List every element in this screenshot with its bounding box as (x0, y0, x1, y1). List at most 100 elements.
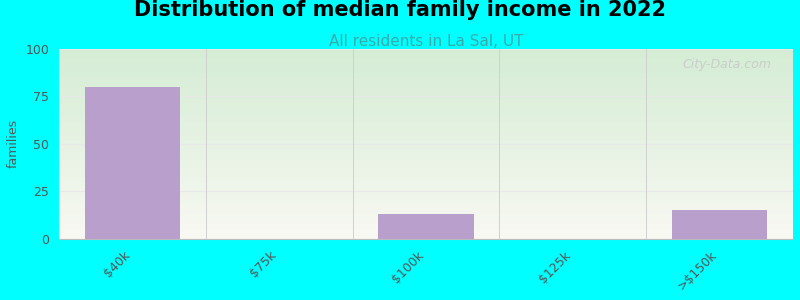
Bar (59, 227, 793, 228)
Bar (59, 200, 793, 201)
Bar (59, 180, 793, 181)
Title: All residents in La Sal, UT: All residents in La Sal, UT (329, 34, 523, 49)
Bar (59, 118, 793, 119)
Bar (59, 183, 793, 184)
Bar (59, 130, 793, 131)
Bar (59, 114, 793, 115)
Bar (59, 115, 793, 116)
Bar (59, 178, 793, 179)
Bar (59, 54, 793, 55)
Bar (59, 104, 793, 105)
Bar (59, 52, 793, 53)
Bar (59, 97, 793, 98)
Text: Distribution of median family income in 2022: Distribution of median family income in … (134, 0, 666, 20)
Bar (59, 202, 793, 203)
Bar (59, 70, 793, 71)
Y-axis label: families: families (7, 119, 20, 168)
Bar (59, 169, 793, 170)
Bar (59, 136, 793, 137)
Bar (59, 135, 793, 136)
Bar (59, 221, 793, 222)
Bar (59, 229, 793, 230)
Bar (59, 206, 793, 207)
Bar (59, 216, 793, 217)
Bar (59, 140, 793, 141)
Bar (59, 132, 793, 133)
Bar (59, 190, 793, 191)
Bar (59, 110, 793, 111)
Bar (59, 230, 793, 231)
Bar (59, 83, 793, 84)
Bar (59, 238, 793, 239)
Bar (59, 55, 793, 56)
Bar (59, 214, 793, 215)
Bar (59, 147, 793, 148)
Bar (59, 68, 793, 69)
Bar (59, 205, 793, 206)
Bar (59, 171, 793, 172)
Bar (59, 78, 793, 79)
Bar (59, 61, 793, 62)
Bar (59, 204, 793, 205)
Bar (59, 166, 793, 167)
Bar (59, 88, 793, 89)
Bar (59, 220, 793, 221)
Bar (59, 215, 793, 216)
Bar (59, 152, 793, 153)
Bar (59, 201, 793, 202)
Bar (59, 79, 793, 80)
Bar (59, 173, 793, 174)
Bar (59, 234, 793, 235)
Bar (59, 184, 793, 185)
Bar (59, 225, 793, 226)
Bar (59, 196, 793, 197)
Bar (59, 93, 793, 94)
Bar (59, 143, 793, 144)
Bar (59, 122, 793, 123)
Bar (59, 98, 793, 99)
Bar (59, 161, 793, 162)
Bar (59, 133, 793, 134)
Bar (59, 64, 793, 65)
Bar (59, 53, 793, 54)
Bar (59, 92, 793, 93)
Bar (59, 63, 793, 64)
Bar (59, 165, 793, 166)
Bar (59, 81, 793, 82)
Bar (59, 186, 793, 187)
Bar (59, 232, 793, 233)
Bar (59, 154, 793, 155)
Bar (59, 99, 793, 100)
Bar (59, 82, 793, 83)
Bar (59, 131, 793, 132)
Bar (59, 49, 793, 50)
Bar (59, 127, 793, 128)
Bar (59, 194, 793, 195)
Bar (59, 210, 793, 211)
Bar (85, 87, 180, 239)
Bar (59, 87, 793, 88)
Bar (59, 108, 793, 109)
Bar (59, 134, 793, 135)
Bar (59, 209, 793, 210)
Bar (59, 67, 793, 68)
Bar (59, 228, 793, 229)
Bar (59, 172, 793, 173)
Bar (59, 59, 793, 60)
Bar (59, 213, 793, 214)
Bar (59, 80, 793, 81)
Bar (59, 69, 793, 70)
Bar (59, 226, 793, 227)
Bar (59, 162, 793, 163)
Bar (59, 163, 793, 164)
Bar (59, 111, 793, 112)
Bar (59, 237, 793, 238)
Bar (59, 212, 793, 213)
Bar (59, 187, 793, 188)
Bar (59, 231, 793, 232)
Bar (59, 167, 793, 168)
Bar (59, 112, 793, 113)
Bar (59, 100, 793, 101)
Bar (59, 177, 793, 178)
Bar (59, 107, 793, 108)
